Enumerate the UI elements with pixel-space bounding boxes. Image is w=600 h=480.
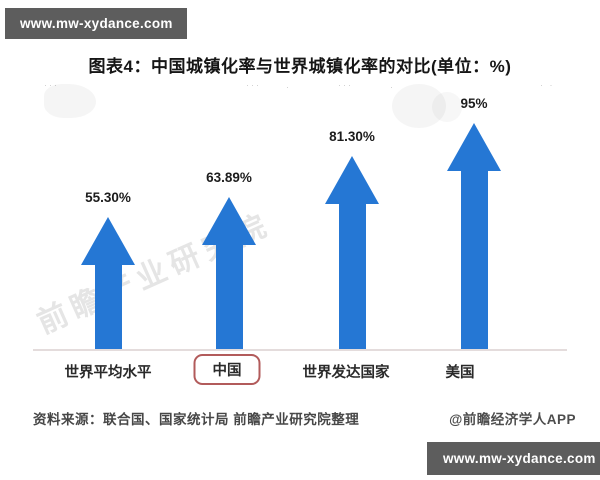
category-label-highlighted: 中国 — [193, 354, 261, 385]
arrow-shaft — [460, 168, 488, 349]
ghost-dots-3: · — [286, 82, 291, 92]
arrow-up-icon — [325, 155, 379, 204]
arrow-up-icon — [81, 217, 135, 266]
source-note: 资料来源：联合国、国家统计局 前瞻产业研究院整理 — [33, 412, 360, 427]
arrow-up-icon — [447, 122, 501, 171]
x-axis-baseline — [33, 349, 567, 351]
ghost-logo-right — [392, 84, 446, 128]
ghost-dots-4: ··· — [338, 80, 353, 90]
ghost-dots-2: ··· — [246, 80, 261, 90]
value-label: 95% — [460, 95, 488, 111]
watermark-banner-top: www.mw-xydance.com — [5, 8, 187, 39]
ghost-logo-left — [44, 84, 96, 118]
arrow-shaft — [215, 242, 243, 349]
arrow-shaft — [94, 263, 122, 349]
category-label: 世界发达国家 — [302, 365, 390, 381]
credit-note: @前瞻经济学人APP — [449, 412, 576, 427]
value-label: 63.89% — [206, 169, 252, 185]
ghost-logo-right-small — [432, 92, 462, 122]
chart-title: 图表4：中国城镇化率与世界城镇化率的对比(单位：%) — [88, 57, 512, 76]
value-label: 55.30% — [85, 190, 131, 206]
ghost-dots-1: ··· — [44, 80, 59, 90]
value-label: 81.30% — [329, 128, 375, 144]
arrow-shaft — [338, 201, 366, 349]
watermark-banner-bottom: www.mw-xydance.com — [427, 442, 600, 475]
category-label: 美国 — [445, 365, 475, 381]
arrow-up-icon — [202, 196, 256, 245]
ghost-dots-5: · — [390, 82, 395, 92]
category-label: 世界平均水平 — [64, 365, 152, 381]
ghost-dots-6: · · — [540, 80, 555, 90]
